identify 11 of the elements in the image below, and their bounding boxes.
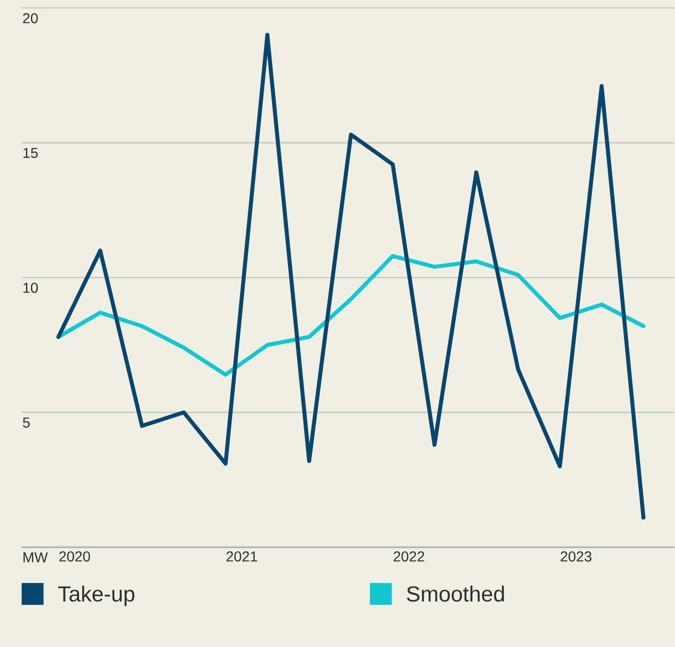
x-tick-label: 2023 bbox=[560, 552, 592, 562]
y-tick-label: 15 bbox=[23, 148, 38, 158]
legend-label: Smoothed bbox=[406, 586, 504, 602]
y-tick-label: MW bbox=[24, 552, 48, 562]
x-tick-label: 2021 bbox=[226, 552, 258, 562]
legend-label: Take-up bbox=[58, 586, 134, 606]
y-tick-label: 10 bbox=[23, 282, 38, 294]
y-tick-label: 20 bbox=[23, 13, 38, 24]
y-tick-label: 5 bbox=[22, 418, 30, 428]
x-tick-label: 2022 bbox=[394, 552, 424, 562]
x-tick-label: 2020 bbox=[59, 552, 90, 562]
